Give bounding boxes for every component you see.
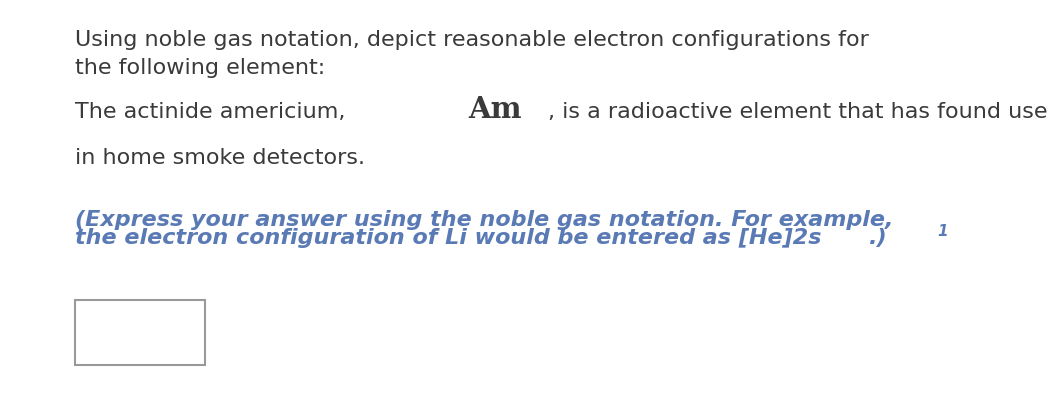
Text: , is a radioactive element that has found use: , is a radioactive element that has foun… — [548, 102, 1047, 122]
Text: 1: 1 — [937, 224, 948, 239]
Text: the following element:: the following element: — [75, 58, 325, 78]
Text: Using noble gas notation, depict reasonable electron configurations for: Using noble gas notation, depict reasona… — [75, 30, 869, 50]
Text: .): .) — [869, 228, 888, 248]
Text: The actinide americium,: The actinide americium, — [75, 102, 352, 122]
Text: Am: Am — [468, 95, 522, 124]
Text: (Express your answer using the noble gas notation. For example,: (Express your answer using the noble gas… — [75, 210, 894, 230]
Bar — [75, 300, 205, 365]
Text: in home smoke detectors.: in home smoke detectors. — [75, 148, 365, 168]
Text: the electron configuration of Li would be entered as [He]2s: the electron configuration of Li would b… — [75, 228, 821, 248]
